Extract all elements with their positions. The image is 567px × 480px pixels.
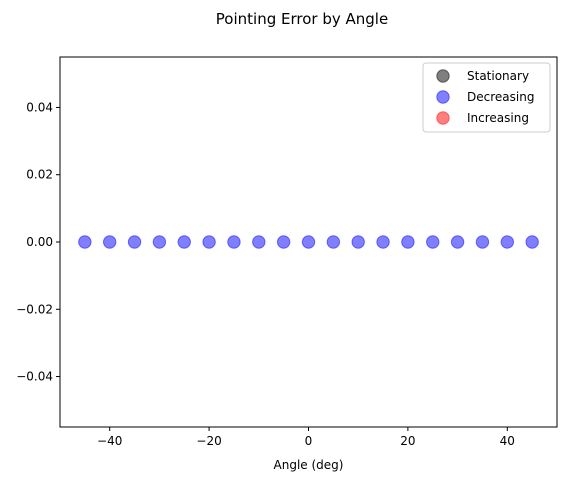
legend-label: Decreasing bbox=[467, 90, 534, 104]
scatter-point bbox=[177, 235, 191, 249]
chart-title: Pointing Error by Angle bbox=[216, 10, 388, 28]
y-axis: −0.04 −0.02 0.00 0.02 0.04 bbox=[16, 100, 60, 384]
legend: Stationary Decreasing Increasing bbox=[422, 62, 551, 133]
scatter-point bbox=[401, 235, 415, 249]
y-tick-label: 0.02 bbox=[26, 168, 53, 182]
x-axis-label: Angle (deg) bbox=[274, 458, 344, 472]
y-tick-label: −0.04 bbox=[16, 370, 53, 384]
scatter-point bbox=[276, 235, 291, 249]
legend-label: Stationary bbox=[467, 69, 529, 83]
scatter-point bbox=[426, 235, 440, 249]
x-tick-label: 0 bbox=[305, 434, 313, 448]
legend-marker bbox=[436, 90, 450, 104]
marks-layer bbox=[78, 235, 539, 249]
legend-frame bbox=[422, 62, 551, 133]
x-tick-label: 20 bbox=[400, 434, 415, 448]
scatter-point bbox=[127, 235, 142, 249]
legend-marker bbox=[436, 69, 450, 83]
x-axis: −40 −20 0 20 40 bbox=[97, 427, 515, 448]
scatter-point bbox=[78, 235, 92, 249]
x-tick-label: −40 bbox=[97, 434, 122, 448]
legend-label: Increasing bbox=[467, 111, 529, 125]
scatter-point bbox=[376, 235, 390, 249]
y-tick-label: 0.04 bbox=[26, 100, 53, 114]
x-tick-label: 40 bbox=[500, 434, 515, 448]
legend-marker bbox=[436, 111, 450, 125]
scatter-point bbox=[227, 235, 241, 249]
scatter-point bbox=[103, 235, 117, 249]
scatter-point bbox=[301, 235, 316, 249]
scatter-point bbox=[252, 235, 266, 249]
y-tick-label: −0.02 bbox=[16, 302, 53, 316]
scatter-point bbox=[202, 235, 216, 249]
scatter-point bbox=[450, 235, 465, 249]
scatter-point bbox=[500, 235, 514, 249]
y-tick-label: 0.00 bbox=[26, 235, 53, 249]
scatter-point bbox=[475, 235, 490, 249]
x-tick-label: −20 bbox=[196, 434, 221, 448]
scatter-point bbox=[326, 235, 341, 249]
scatter-point bbox=[351, 235, 365, 249]
scatter-point bbox=[525, 235, 539, 249]
scatter-point bbox=[152, 235, 167, 249]
